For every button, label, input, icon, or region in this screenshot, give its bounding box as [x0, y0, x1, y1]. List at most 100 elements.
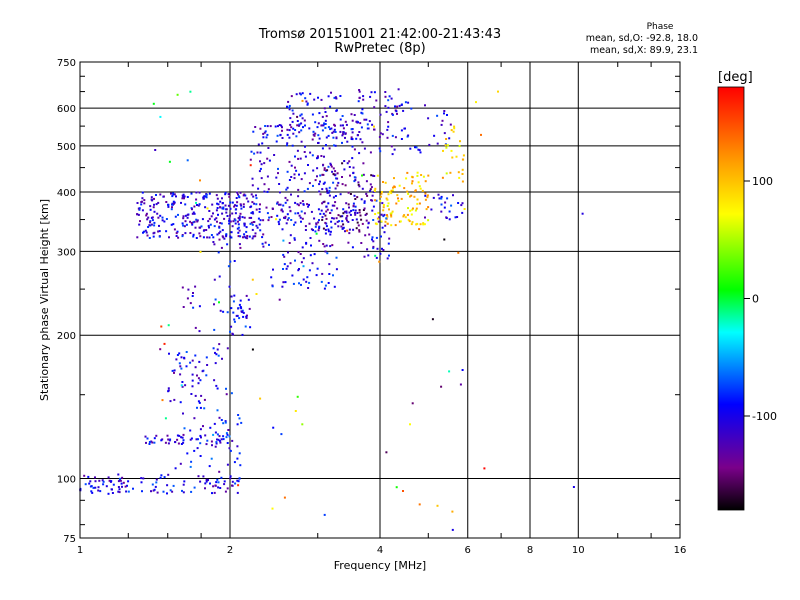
data-point [91, 491, 94, 494]
data-point [236, 423, 239, 426]
data-point [222, 207, 225, 210]
data-point [302, 126, 304, 129]
data-point [234, 222, 237, 225]
data-point [349, 193, 352, 195]
data-point [266, 190, 269, 193]
data-point [333, 144, 335, 147]
data-point [176, 354, 179, 356]
data-point [278, 203, 280, 206]
data-point [422, 222, 425, 225]
data-point [326, 208, 329, 211]
data-point [180, 201, 182, 204]
x-tick-label: 10 [572, 545, 585, 556]
data-point [262, 136, 265, 139]
data-point [310, 210, 313, 213]
data-point [199, 235, 202, 238]
y-tick-label: 100 [57, 475, 76, 486]
data-point [321, 272, 324, 275]
data-point [381, 247, 383, 250]
data-point [151, 216, 154, 219]
data-point [255, 197, 258, 200]
data-point [170, 192, 172, 195]
data-point [152, 102, 155, 105]
data-point [416, 174, 419, 177]
x-tick-label: 1 [77, 545, 83, 556]
data-point [337, 225, 340, 228]
data-point [314, 121, 317, 124]
data-point [157, 216, 160, 219]
data-point [231, 201, 234, 204]
data-point [255, 224, 258, 227]
data-point [316, 126, 319, 129]
data-point [329, 245, 332, 248]
data-point [459, 383, 462, 386]
data-point [180, 356, 183, 359]
data-point [341, 183, 344, 186]
data-point [237, 484, 240, 487]
data-point [289, 123, 292, 126]
data-point [182, 215, 185, 218]
data-point [384, 105, 387, 108]
data-point [270, 276, 273, 279]
data-point [295, 135, 298, 138]
data-point [236, 191, 239, 194]
data-point [263, 190, 266, 193]
data-point [382, 215, 385, 218]
data-point [379, 113, 382, 116]
data-point [422, 223, 425, 226]
data-point [217, 354, 220, 357]
data-point [440, 123, 443, 126]
data-point [141, 200, 143, 203]
data-point [386, 205, 389, 207]
data-point [295, 169, 298, 172]
data-point [229, 220, 232, 223]
data-point [298, 124, 300, 127]
data-point [382, 204, 385, 206]
data-point [317, 229, 320, 232]
data-point [259, 219, 262, 222]
data-point [346, 229, 349, 232]
data-point [407, 101, 410, 104]
data-point [367, 222, 370, 225]
data-point [173, 202, 175, 205]
data-point [318, 239, 321, 242]
data-point [163, 220, 166, 223]
data-point [372, 205, 375, 208]
data-point [323, 200, 326, 203]
data-point [345, 210, 348, 213]
data-point [298, 282, 300, 285]
data-point [339, 193, 342, 196]
data-point [262, 219, 265, 222]
data-point [144, 435, 147, 438]
data-point [336, 177, 339, 180]
data-point [186, 159, 189, 162]
data-point [251, 278, 254, 281]
data-point [167, 473, 170, 476]
data-point [348, 211, 351, 214]
data-point [372, 247, 375, 250]
data-point [205, 356, 208, 359]
data-point [203, 407, 206, 410]
data-point [388, 208, 390, 211]
data-point [433, 134, 436, 137]
data-point [271, 507, 274, 510]
data-point [202, 229, 205, 232]
data-point [304, 97, 307, 100]
data-point [258, 208, 261, 210]
data-point [171, 195, 174, 198]
data-point [358, 230, 361, 233]
data-point [191, 379, 194, 382]
data-point [274, 125, 277, 128]
data-point [215, 442, 218, 445]
data-point [238, 452, 241, 455]
data-point [382, 206, 385, 209]
data-point [259, 397, 262, 400]
data-point [252, 130, 255, 133]
data-point [155, 194, 157, 196]
data-point [322, 227, 325, 230]
data-point [281, 285, 284, 288]
data-point [341, 227, 344, 230]
data-point [263, 131, 266, 134]
data-point [193, 220, 196, 223]
data-point [321, 129, 324, 132]
